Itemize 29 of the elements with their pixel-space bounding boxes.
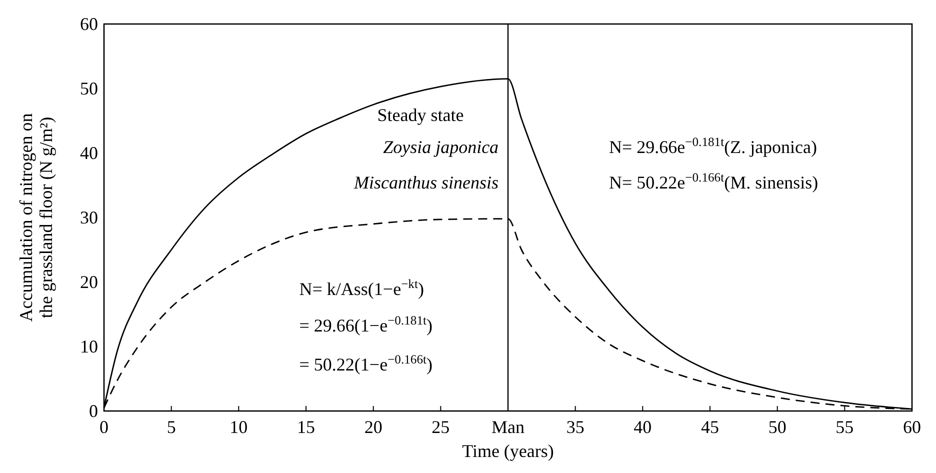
- x-tick-label: 15: [297, 417, 315, 437]
- annotation: N= 50.22e$^{−0.166t}$(M. sinensis): [609, 170, 818, 192]
- x-tick-label: 10: [230, 417, 248, 437]
- y-tick-label: 50: [80, 78, 98, 98]
- y-axis-title: Accumulation of nitrogen on the grassland floor (N g/m²): [16, 113, 56, 322]
- annotation: = 29.66(1−e$^{−0.181t}$): [299, 314, 432, 336]
- annotation: = 50.22(1−e$^{−0.166t}$): [299, 352, 432, 374]
- x-tick-label: 25: [432, 417, 450, 437]
- annotation: Steady state: [377, 104, 464, 125]
- x-tick-label: 50: [768, 417, 786, 437]
- x-axis-title: Time (years): [462, 441, 554, 461]
- annotation: Miscanthus sinensis: [353, 172, 499, 192]
- x-tick-label: 40: [634, 417, 652, 437]
- x-tick-label: 20: [364, 417, 382, 437]
- y-tick-label: 60: [80, 14, 98, 34]
- x-tick-label: 35: [566, 417, 584, 437]
- annotation: N= 29.66e$^{−0.181t}$(Z. japonica): [609, 135, 818, 157]
- x-tick-label: 55: [836, 417, 854, 437]
- annotation: Zoysia japonica: [383, 137, 499, 157]
- y-tick-label: 20: [80, 272, 98, 292]
- x-tick-label: 5: [166, 417, 176, 437]
- x-tick-label: Man: [492, 417, 524, 437]
- x-tick-label: 60: [903, 417, 921, 437]
- annotation: N= k/Ass(1−e$^{−kt}$): [299, 276, 424, 299]
- y-tick-label: 0: [89, 401, 98, 421]
- y-tick-label: 30: [80, 208, 98, 228]
- y-tick-label: 10: [80, 336, 98, 356]
- y-tick-label: 40: [80, 143, 98, 163]
- x-tick-label: 45: [701, 417, 719, 437]
